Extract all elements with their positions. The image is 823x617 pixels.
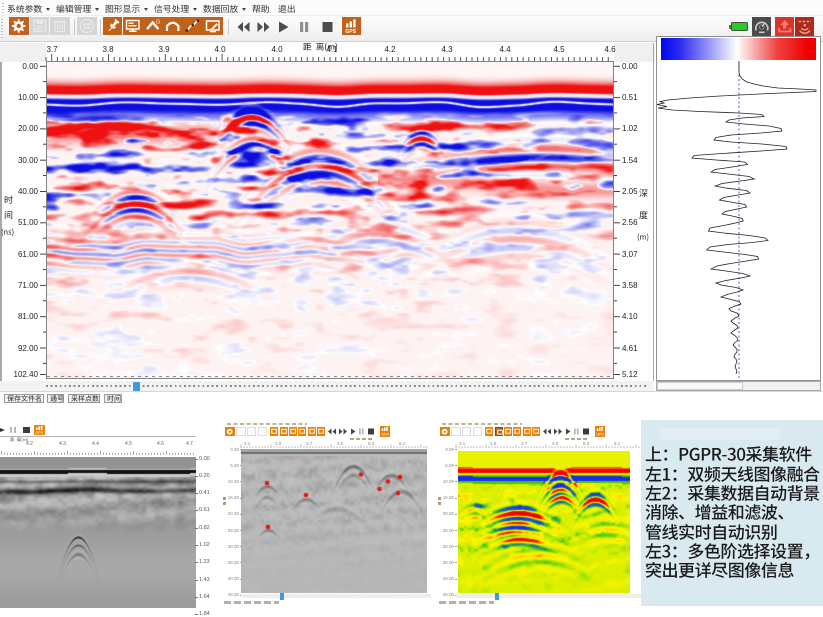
svg-text:G: G: [156, 20, 160, 26]
svg-text:GPS: GPS: [345, 29, 356, 35]
svg-text:GPS: GPS: [36, 431, 44, 435]
svg-text:GPS: GPS: [381, 432, 389, 436]
svg-text:GPS: GPS: [596, 432, 604, 436]
